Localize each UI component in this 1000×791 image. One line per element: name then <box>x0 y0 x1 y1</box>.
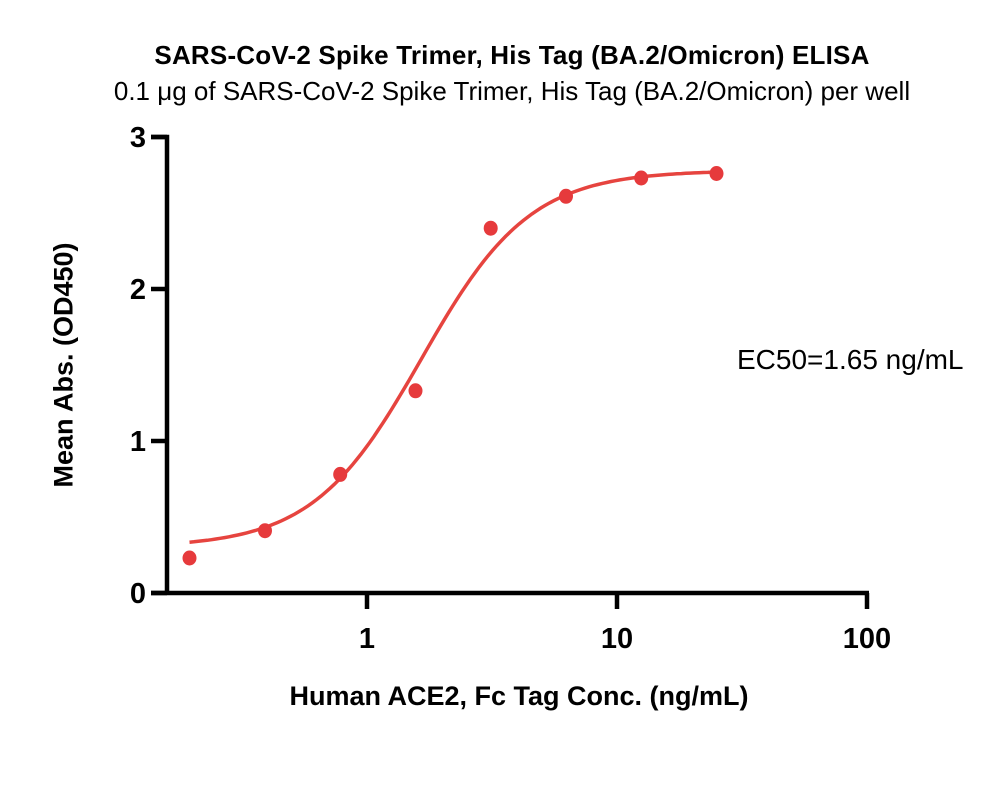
data-point-7 <box>709 166 724 181</box>
x-tick-label-0: 1 <box>359 623 375 655</box>
fit-curve <box>189 170 717 544</box>
data-point-1 <box>258 523 272 539</box>
y-tick-label-1: 1 <box>130 426 146 458</box>
y-tick-label-0: 0 <box>130 578 146 610</box>
y-axis-label: Mean Abs. (OD450) <box>48 242 79 488</box>
y-tick-label-2: 2 <box>130 274 146 306</box>
chart-title: SARS-CoV-2 Spike Trimer, His Tag (BA.2/O… <box>154 40 870 70</box>
x-tick-label-1: 10 <box>601 623 633 655</box>
data-point-3 <box>408 383 423 399</box>
ec50-annotation: EC50=1.65 ng/mL <box>737 344 964 375</box>
x-axis-label: Human ACE2, Fc Tag Conc. (ng/mL) <box>289 681 749 711</box>
y-axis-line <box>151 134 170 593</box>
y-tick-label-3: 3 <box>130 122 146 154</box>
data-point-0 <box>182 550 197 566</box>
data-point-2 <box>333 466 348 482</box>
data-point-4 <box>483 220 498 236</box>
data-point-6 <box>634 170 649 186</box>
x-tick-label-2: 100 <box>843 623 891 655</box>
chart-subtitle: 0.1 μg of SARS-CoV-2 Spike Trimer, His T… <box>113 76 911 106</box>
data-point-5 <box>559 188 573 204</box>
